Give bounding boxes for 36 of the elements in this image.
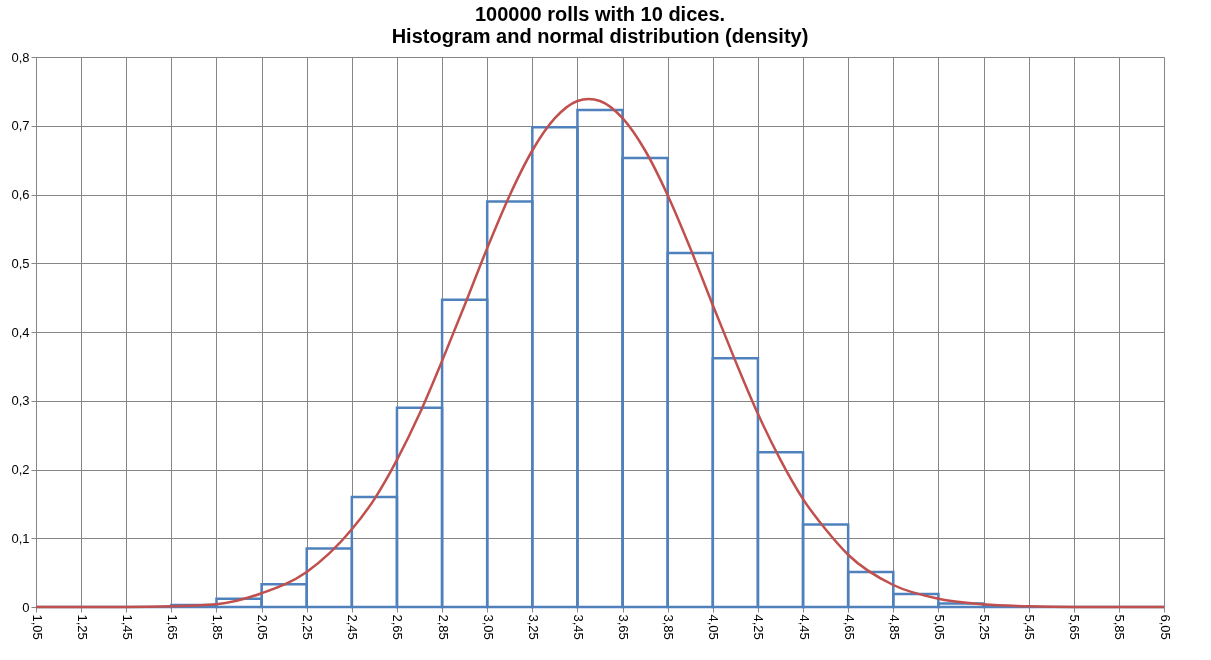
x-tick-label: 3,45	[570, 614, 586, 640]
x-tick-label: 4,85	[886, 614, 902, 640]
x-tick-label: 2,45	[345, 614, 361, 640]
x-tick-label: 5,45	[1022, 614, 1038, 640]
x-tick-label: 5,25	[977, 614, 993, 640]
x-tick-label: 4,05	[706, 614, 722, 640]
x-tick-label: 1,05	[29, 614, 45, 640]
x-tick-label: 1,25	[74, 614, 90, 640]
y-tick-label: 0,4	[11, 324, 30, 340]
x-tick-label: 2,65	[390, 614, 406, 640]
x-tick-label: 3,65	[616, 614, 632, 640]
y-tick-label: 0,6	[11, 187, 30, 202]
y-tick-label: 0,7	[11, 118, 30, 134]
x-tick-label: 5,65	[1067, 614, 1083, 640]
y-tick-label: 0,5	[11, 255, 30, 271]
x-tick-label: 4,45	[796, 614, 812, 640]
x-tick-label: 3,85	[661, 614, 677, 640]
y-tick-label: 0	[22, 599, 30, 615]
y-tick-label: 0,3	[11, 393, 30, 409]
y-tick-label: 0,2	[11, 462, 30, 477]
x-tick-label: 2,25	[300, 614, 316, 640]
x-tick-label: 2,85	[435, 614, 451, 640]
x-tick-label: 5,05	[931, 614, 947, 640]
x-tick-label: 5,85	[1112, 614, 1128, 640]
x-tick-label: 1,45	[119, 614, 135, 640]
x-tick-label: 6,05	[1157, 614, 1173, 640]
x-tick-label: 4,65	[841, 614, 857, 640]
x-tick-label: 4,25	[751, 614, 767, 640]
x-tick-label: 1,65	[164, 614, 180, 640]
y-tick-label: 0,8	[11, 49, 30, 65]
chart-title: 100000 rolls with 10 dices. Histogram and normal distribution (density)	[391, 3, 809, 47]
x-tick-label: 3,05	[480, 614, 496, 640]
x-tick-label: 3,25	[525, 614, 541, 640]
x-tick-label: 1,85	[209, 614, 225, 640]
x-tick-label: 2,05	[255, 614, 271, 640]
y-tick-label: 0,1	[11, 530, 30, 546]
